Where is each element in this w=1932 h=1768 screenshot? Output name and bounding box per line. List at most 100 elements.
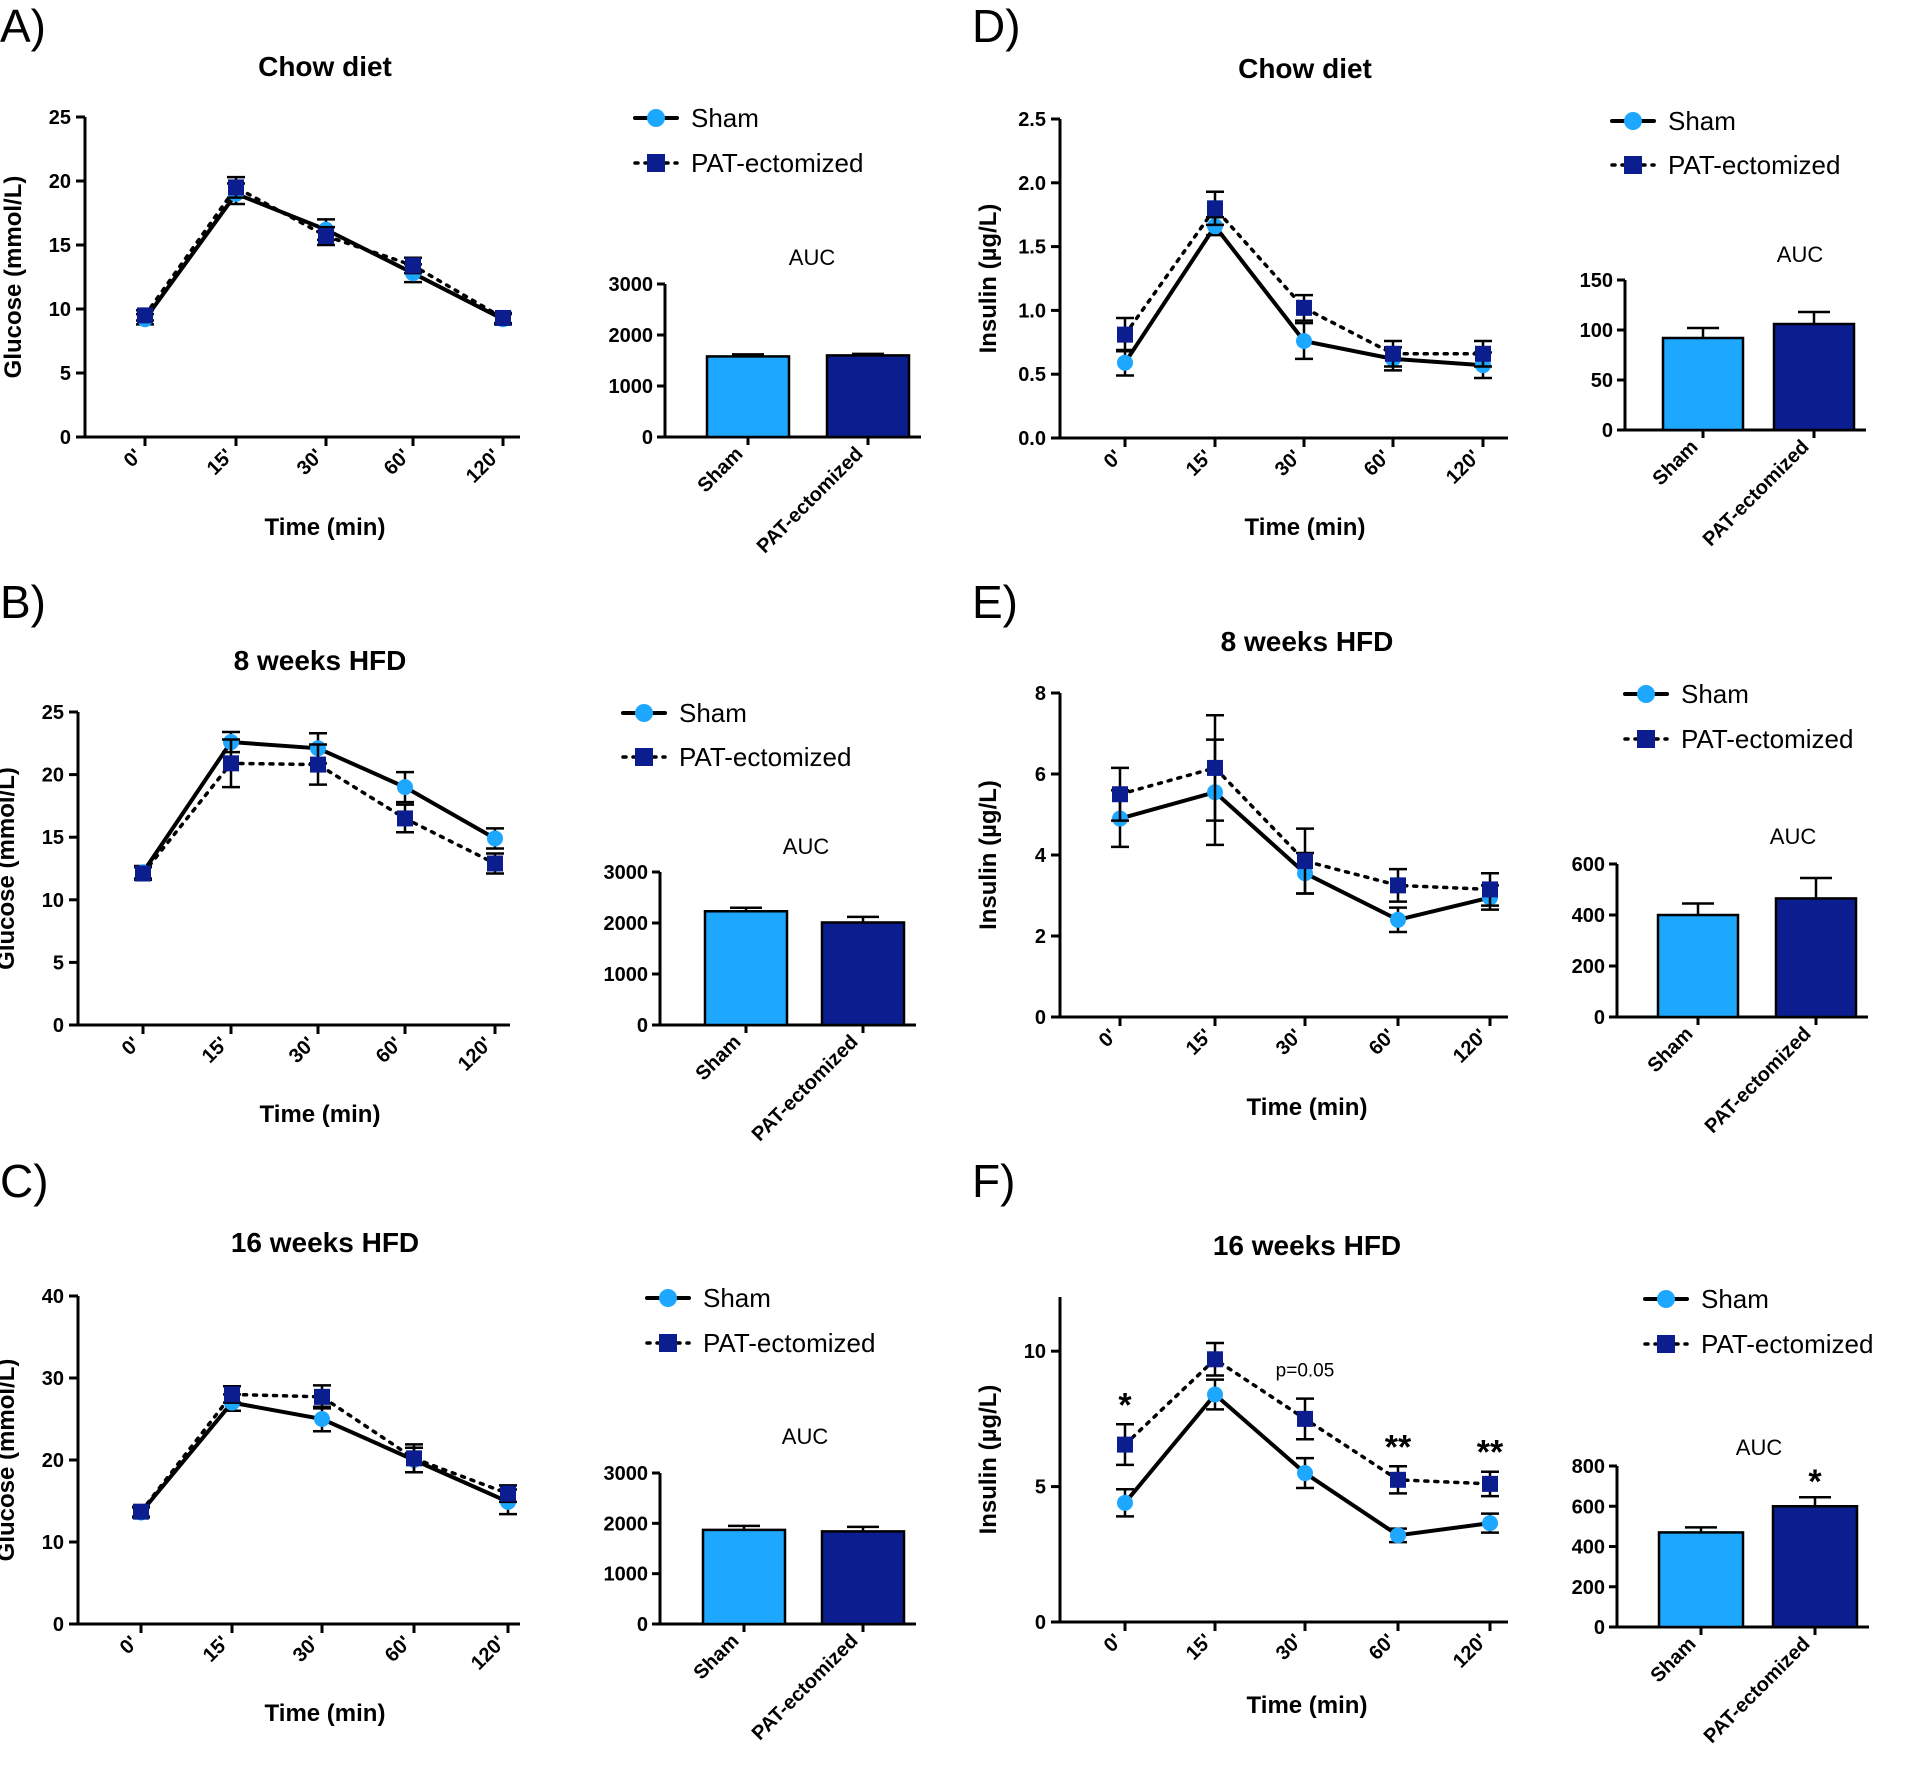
y-tick-label: 1.0: [1018, 300, 1046, 322]
x-tick-label: 120': [1449, 1630, 1492, 1673]
x-axis-label: Time (min): [1247, 1692, 1368, 1719]
y-axis-label: Insulin (µg/L): [975, 1385, 1002, 1535]
legend-marker: [647, 109, 665, 127]
auc-title: AUC: [1770, 824, 1817, 849]
legend-item-pat-ectomized: PAT-ectomized: [621, 742, 851, 772]
data-point-sham: [487, 830, 503, 847]
panel-label: F): [972, 1155, 1015, 1207]
series-sham: [1116, 1378, 1499, 1544]
x-tick-label: 0': [1100, 446, 1127, 473]
auc-chart: AUC 0 200 400 600 Sham PAT-ectomized: [1572, 824, 1868, 1138]
auc-x-tick-label: PAT-ectomized: [1700, 1633, 1815, 1748]
auc-y-tick-label: 2000: [604, 1513, 649, 1535]
legend-marker: [635, 704, 653, 722]
x-tick-label: 0': [118, 1033, 145, 1060]
data-point-pat-ectomized: [228, 179, 244, 196]
line-axes: 0 5 10 15 20 25 0' 15' 30' 60' 120': [42, 702, 510, 1075]
series-sham: [136, 182, 512, 328]
significance-annotation: *: [1118, 1386, 1132, 1424]
auc-title: AUC: [1777, 242, 1824, 267]
data-point-pat-ectomized: [137, 307, 153, 324]
y-tick-label: 2.0: [1018, 173, 1046, 195]
legend-item-sham: Sham: [1643, 1284, 1769, 1314]
legend: Sham PAT-ectomized: [1610, 106, 1840, 180]
auc-bar-pat-ectomized: [820, 921, 906, 1027]
auc-title: AUC: [1736, 1435, 1783, 1460]
auc-bar-sham: [703, 910, 789, 1027]
x-tick-label: 30': [289, 1632, 324, 1667]
auc-bar-pat-ectomized: [1772, 322, 1856, 432]
legend-marker: [659, 1334, 677, 1352]
legend: Sham PAT-ectomized: [1643, 1284, 1873, 1359]
data-point-pat-ectomized: [1207, 759, 1223, 776]
auc-x-tick-label: PAT-ectomized: [1701, 1023, 1816, 1138]
significance-annotation: p=0.05: [1276, 1361, 1335, 1382]
line-axes: 0 5 10 0' 15' 30' 60' 120': [1024, 1297, 1508, 1672]
auc-y-tick-label: 0: [1594, 1007, 1605, 1029]
legend-marker: [1624, 156, 1642, 174]
legend-item-pat-ectomized: PAT-ectomized: [633, 148, 863, 178]
series-sham: [132, 1393, 517, 1521]
significance-annotation: **: [1477, 1434, 1504, 1472]
auc-chart: AUC 0 1000 2000 3000 Sham PAT-ectomized: [604, 1424, 916, 1745]
y-tick-label: 0: [1035, 1612, 1046, 1634]
x-tick-label: 120': [1449, 1025, 1492, 1068]
legend-item-pat-ectomized: PAT-ectomized: [1623, 724, 1853, 754]
auc-bar-pat-ectomized: [1771, 1505, 1859, 1629]
data-point-sham: [1297, 1465, 1313, 1482]
data-point-pat-ectomized: [1117, 1436, 1133, 1453]
panel-label: D): [972, 0, 1021, 52]
panel-f: F) 16 weeks HFD 0 5 10 0' 15' 30' 60' 120' Time (m…: [972, 1155, 1873, 1748]
data-point-pat-ectomized: [1207, 200, 1223, 217]
data-point-pat-ectomized: [500, 1485, 516, 1502]
panel-b: B) 8 weeks HFD 0 5 10 15 20 25 0' 15' 30' 60' 120' Ti…: [0, 576, 916, 1146]
data-point-pat-ectomized: [314, 1388, 330, 1405]
y-tick-label: 2.5: [1018, 109, 1046, 131]
data-point-pat-ectomized: [1297, 1410, 1313, 1427]
auc-y-tick-label: 1000: [604, 964, 649, 986]
y-tick-label: 0.5: [1018, 364, 1046, 386]
panel-title: 8 weeks HFD: [234, 645, 407, 676]
x-tick-label: 60': [380, 445, 415, 480]
panel-a: A) Chow diet 0 5 10 15 20 25 0' 15' 30' 60' 120' Time…: [0, 0, 921, 558]
auc-title: AUC: [783, 834, 830, 859]
x-tick-label: 60': [1360, 446, 1395, 481]
legend-marker: [1657, 1335, 1675, 1353]
data-point-pat-ectomized: [1482, 1475, 1498, 1492]
x-axis-label: Time (min): [1247, 1094, 1368, 1121]
x-axis-label: Time (min): [265, 1700, 386, 1727]
data-point-sham: [1207, 218, 1223, 235]
auc-bar-pat-ectomized: [1774, 897, 1858, 1019]
x-tick-label: 60': [381, 1632, 416, 1667]
auc-x-tick-label: Sham: [691, 1031, 745, 1085]
x-tick-label: 15': [1182, 1025, 1217, 1060]
x-tick-label: 15': [198, 1033, 233, 1068]
data-point-pat-ectomized: [495, 309, 511, 326]
series-pat-ectomized: [134, 738, 504, 882]
auc-y-tick-label: 800: [1572, 1456, 1605, 1478]
y-tick-label: 15: [42, 827, 64, 849]
data-point-pat-ectomized: [1390, 1471, 1406, 1488]
y-axis-label: Insulin (µg/L): [975, 780, 1002, 930]
x-axis-label: Time (min): [265, 514, 386, 541]
y-tick-label: 15: [49, 235, 71, 257]
panel-title: 16 weeks HFD: [231, 1227, 419, 1258]
auc-y-tick-label: 0: [637, 1015, 648, 1037]
y-tick-label: 0: [53, 1614, 64, 1636]
x-tick-label: 30': [293, 445, 328, 480]
data-point-pat-ectomized: [1207, 1351, 1223, 1368]
legend-label: Sham: [679, 698, 747, 728]
auc-y-tick-label: 2000: [604, 913, 649, 935]
auc-bar-pat-ectomized: [820, 1530, 906, 1626]
y-axis-label: Glucose (mmol/L): [0, 767, 20, 970]
y-tick-label: 5: [1035, 1477, 1046, 1499]
y-tick-label: 5: [53, 952, 64, 974]
series-pat-ectomized: [1116, 1341, 1499, 1498]
line-axes: 0.0 0.5 1.0 1.5 2.0 2.5 0' 15' 30' 60' 120': [1018, 109, 1508, 488]
panel-e: E) 8 weeks HFD 0 2 4 6 8 0' 15' 30' 60' 120' Time (m…: [972, 576, 1868, 1138]
data-point-pat-ectomized: [224, 1386, 240, 1403]
y-axis-label: Glucose (mmol/L): [0, 1359, 20, 1562]
auc-y-tick-label: 150: [1580, 270, 1613, 292]
data-point-sham: [1482, 1515, 1498, 1532]
